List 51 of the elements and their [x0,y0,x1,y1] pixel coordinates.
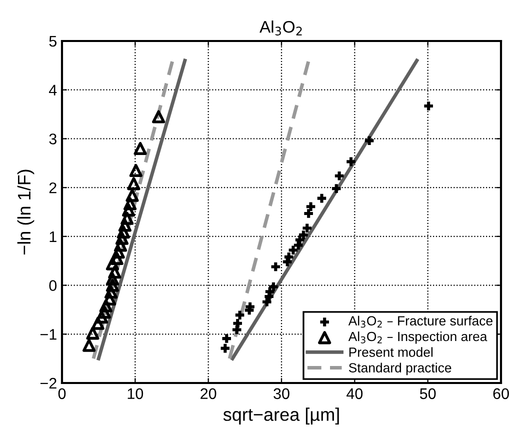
point [106,272,120,286]
chart-title: Al$_{3}$O$_{2}$ [260,20,302,36]
point [126,188,139,202]
legend-label: Al$_{3}$O$_{2}$ – Inspection area [348,331,488,344]
point [122,204,136,217]
y-tick-label: 0 [49,280,57,291]
x-tick-label: 50 [420,388,436,400]
point [124,197,137,210]
y-tick-label: 2 [49,182,56,194]
point [120,212,134,225]
point [106,278,120,292]
legend-label: Present model [349,347,433,357]
x-tick-label: 40 [346,388,363,400]
y-tick-label: 4 [48,84,57,96]
x-axis-title: sqrt−area [µm] [223,408,339,424]
legend-label: Standard practice [348,362,452,376]
point [422,100,434,112]
point [104,286,118,299]
point [82,338,96,352]
point [116,225,130,239]
x-tick-label: 30 [274,388,290,400]
point [112,246,125,259]
x-tick-label: 60 [493,388,509,400]
point [345,156,357,168]
point [316,192,328,204]
point [134,142,147,156]
y-tick-label: −2 [40,378,56,389]
x-tick-label: 20 [200,388,216,400]
x-tick-label: 0 [58,388,66,400]
point [91,316,104,330]
x-tick-label: 10 [128,388,144,400]
y-tick-label: 1 [50,231,56,242]
point [99,299,112,312]
point [127,177,140,190]
point [129,164,142,178]
y-tick-label: 3 [49,134,56,144]
point [270,260,282,273]
point [118,218,132,232]
legend-label: Al$_{3}$O$_{2}$ – Fracture surface [348,316,492,328]
point [330,182,342,194]
point [115,232,129,245]
point [106,257,120,270]
y-tick-label: 5 [49,36,56,47]
y-tick-label: −1 [40,329,56,340]
point [220,332,233,344]
point [219,342,232,354]
point [86,326,100,340]
point [114,238,128,252]
point [108,266,122,279]
y-axis-title: −ln (ln 1/F) [17,170,34,255]
point [152,110,166,124]
